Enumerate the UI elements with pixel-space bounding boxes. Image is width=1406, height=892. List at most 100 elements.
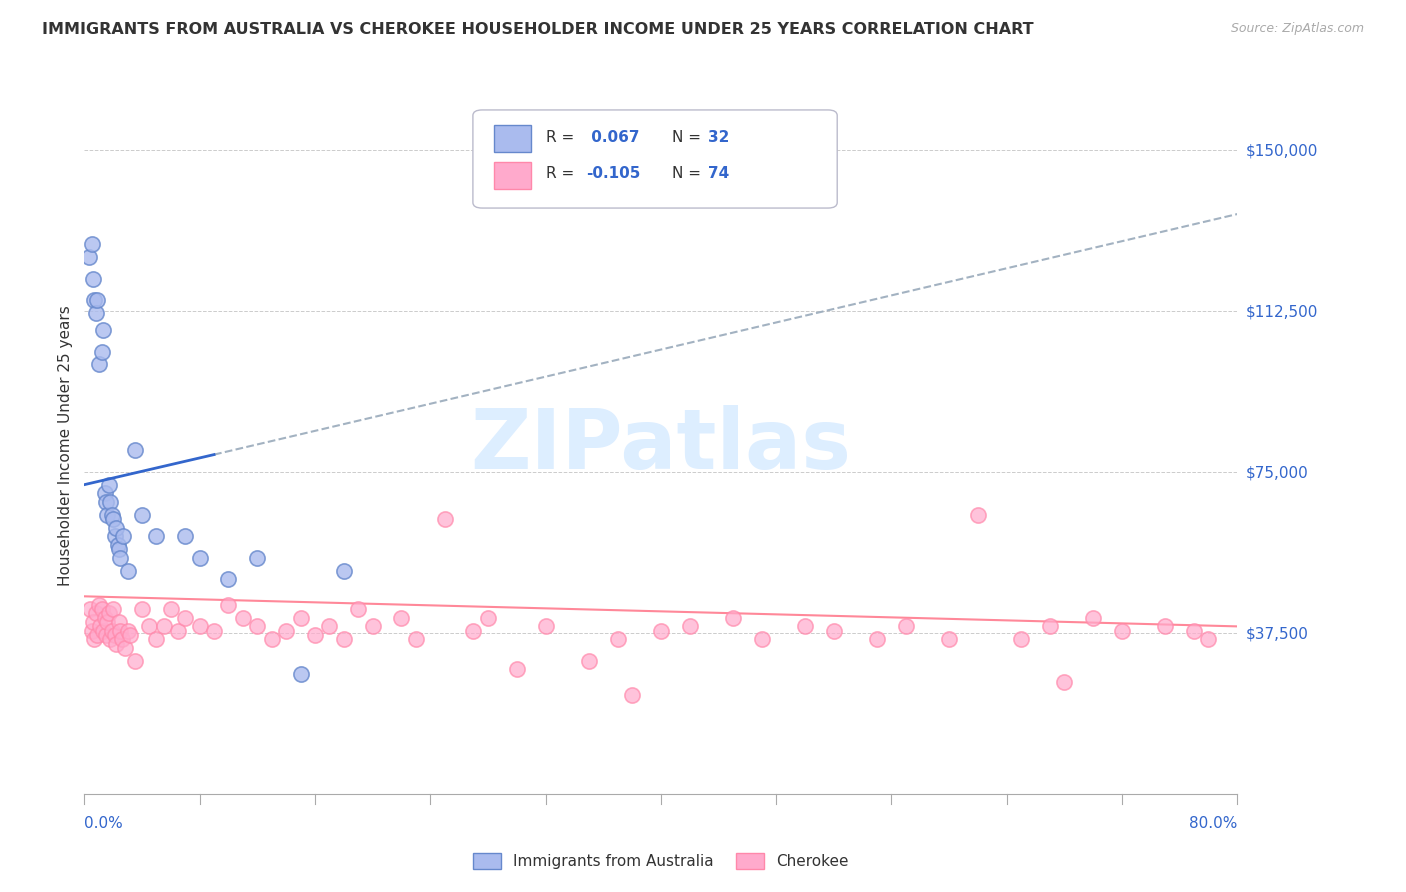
Point [124, 443, 146, 458]
Text: 0.0%: 0.0% [84, 816, 124, 831]
Text: -0.105: -0.105 [586, 167, 640, 181]
Point [90, 602, 112, 616]
Bar [494, 162, 530, 188]
Point [104, 529, 127, 543]
Y-axis label: Householder Income Under 25 years: Householder Income Under 25 years [58, 306, 73, 586]
Point [1182, 624, 1205, 638]
Point [152, 619, 174, 633]
Text: N =: N = [672, 167, 706, 181]
Point [506, 662, 529, 676]
Point [332, 632, 354, 647]
Point [1081, 611, 1104, 625]
Text: R =: R = [546, 167, 579, 181]
Point [290, 666, 312, 681]
Point [105, 636, 128, 650]
Point [110, 550, 132, 565]
Point [167, 624, 190, 638]
Point [79, 602, 101, 616]
Point [621, 688, 644, 702]
Point [578, 654, 600, 668]
Point [96, 508, 118, 522]
Point [160, 602, 183, 616]
Point [117, 624, 139, 638]
Point [111, 632, 134, 647]
Point [1111, 624, 1133, 638]
Point [93, 611, 115, 625]
Point [108, 542, 131, 557]
Point [347, 602, 370, 616]
Point [77, 250, 100, 264]
Point [274, 624, 298, 638]
Point [389, 611, 413, 625]
Point [100, 508, 122, 522]
Point [1154, 619, 1177, 633]
Point [246, 619, 269, 633]
Point [124, 654, 146, 668]
Bar [494, 125, 530, 152]
Text: R =: R = [546, 129, 579, 145]
Text: 80.0%: 80.0% [1189, 816, 1237, 831]
Point [112, 529, 135, 543]
Point [87, 358, 110, 372]
Point [103, 512, 124, 526]
Point [304, 628, 326, 642]
Point [751, 632, 773, 647]
Point [98, 632, 121, 647]
Text: Source: ZipAtlas.com: Source: ZipAtlas.com [1230, 22, 1364, 36]
Point [534, 619, 557, 633]
Point [332, 564, 354, 578]
Point [318, 619, 340, 633]
Point [80, 237, 103, 252]
Point [433, 512, 456, 526]
Point [107, 538, 129, 552]
Text: 0.067: 0.067 [586, 129, 640, 145]
Point [110, 624, 132, 638]
Point [1053, 675, 1076, 690]
Point [967, 508, 990, 522]
Point [94, 495, 117, 509]
Point [82, 271, 104, 285]
Point [87, 598, 110, 612]
Point [938, 632, 960, 647]
Point [650, 624, 672, 638]
Point [100, 624, 122, 638]
Point [80, 624, 103, 638]
Point [93, 486, 115, 500]
Point [91, 624, 114, 638]
Point [131, 602, 153, 616]
Point [1039, 619, 1062, 633]
Point [108, 615, 131, 629]
Point [361, 619, 384, 633]
Point [246, 550, 269, 565]
Point [823, 624, 845, 638]
Text: 74: 74 [709, 167, 730, 181]
Text: N =: N = [672, 129, 706, 145]
Point [606, 632, 628, 647]
Point [174, 611, 197, 625]
Point [1010, 632, 1032, 647]
Point [105, 520, 128, 534]
Point [98, 495, 121, 509]
Point [117, 564, 139, 578]
Point [84, 306, 107, 320]
Point [217, 572, 239, 586]
Text: ZIPatlas: ZIPatlas [471, 406, 851, 486]
Point [721, 611, 744, 625]
Point [145, 529, 167, 543]
Point [138, 619, 160, 633]
Text: 32: 32 [709, 129, 730, 145]
Point [114, 640, 136, 655]
Point [1197, 632, 1219, 647]
Point [477, 611, 499, 625]
Point [94, 628, 117, 642]
Point [91, 323, 114, 337]
Point [120, 628, 142, 642]
Point [188, 550, 211, 565]
Legend: Immigrants from Australia, Cherokee: Immigrants from Australia, Cherokee [467, 847, 855, 875]
Point [678, 619, 700, 633]
Point [232, 611, 254, 625]
Point [86, 628, 108, 642]
Point [83, 293, 105, 307]
Point [97, 477, 120, 491]
Point [405, 632, 427, 647]
